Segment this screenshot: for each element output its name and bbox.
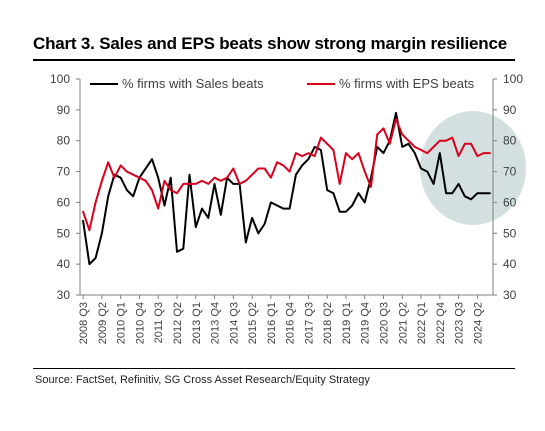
y-tick-label-right: 60 [503, 195, 517, 209]
x-tick-label: 2016 Q4 [285, 302, 297, 344]
y-tick-label-left: 50 [57, 226, 71, 240]
x-tick-label: 2014 Q3 [228, 302, 240, 344]
x-tick-label: 2018 Q2 [322, 302, 334, 344]
y-tick-label-right: 30 [503, 288, 517, 302]
x-tick-label: 2012 Q2 [172, 302, 184, 344]
y-tick-label-right: 100 [503, 72, 523, 86]
x-tick-label: 2015 Q2 [247, 302, 259, 344]
x-tick-label: 2009 Q2 [97, 302, 109, 344]
x-tick-label: 2010 Q1 [116, 302, 128, 344]
eps-beats-line [82, 118, 491, 232]
y-tick-label-left: 30 [57, 288, 71, 302]
x-tick-label: 2019 Q1 [341, 302, 353, 344]
title-divider [33, 59, 515, 61]
y-tick-label-right: 40 [503, 257, 517, 271]
y-tick-label-right: 50 [503, 226, 517, 240]
legend-label: % firms with Sales beats [122, 76, 264, 91]
x-tick-label: 2013 Q1 [191, 302, 203, 344]
chart-title: Chart 3. Sales and EPS beats show strong… [33, 34, 508, 53]
y-tick-label-left: 70 [57, 165, 71, 179]
source-note: Source: FactSet, Refinitiv, SG Cross Ass… [35, 374, 370, 386]
y-tick-label-right: 80 [503, 134, 517, 148]
x-tick-label: 2022 Q4 [435, 302, 447, 344]
y-tick-label-left: 60 [57, 195, 71, 209]
x-tick-label: 2024 Q2 [472, 302, 484, 344]
x-tick-label: 2023 Q3 [454, 302, 466, 344]
y-tick-label-left: 100 [50, 72, 70, 86]
x-tick-label: 2017 Q3 [303, 302, 315, 344]
x-tick-label: 2011 Q3 [153, 302, 165, 343]
y-tick-label-left: 90 [57, 103, 71, 117]
y-tick-label-left: 80 [57, 134, 71, 148]
source-divider [33, 368, 515, 369]
x-tick-label: 2020 Q3 [378, 302, 390, 344]
y-tick-label-right: 70 [503, 165, 517, 179]
x-tick-label: 2013 Q4 [210, 302, 222, 344]
x-tick-label: 2016 Q1 [266, 302, 278, 344]
y-tick-label-left: 40 [57, 257, 71, 271]
y-tick-label-right: 90 [503, 103, 517, 117]
x-tick-label: 2021 Q2 [397, 302, 409, 344]
x-tick-label: 2010 Q4 [134, 302, 146, 344]
x-tick-label: 2008 Q3 [78, 302, 90, 344]
sales-beats-line [82, 111, 491, 266]
x-tick-label: 2022 Q1 [416, 302, 428, 344]
legend-label: % firms with EPS beats [339, 76, 475, 91]
x-tick-label: 2019 Q4 [360, 302, 372, 344]
